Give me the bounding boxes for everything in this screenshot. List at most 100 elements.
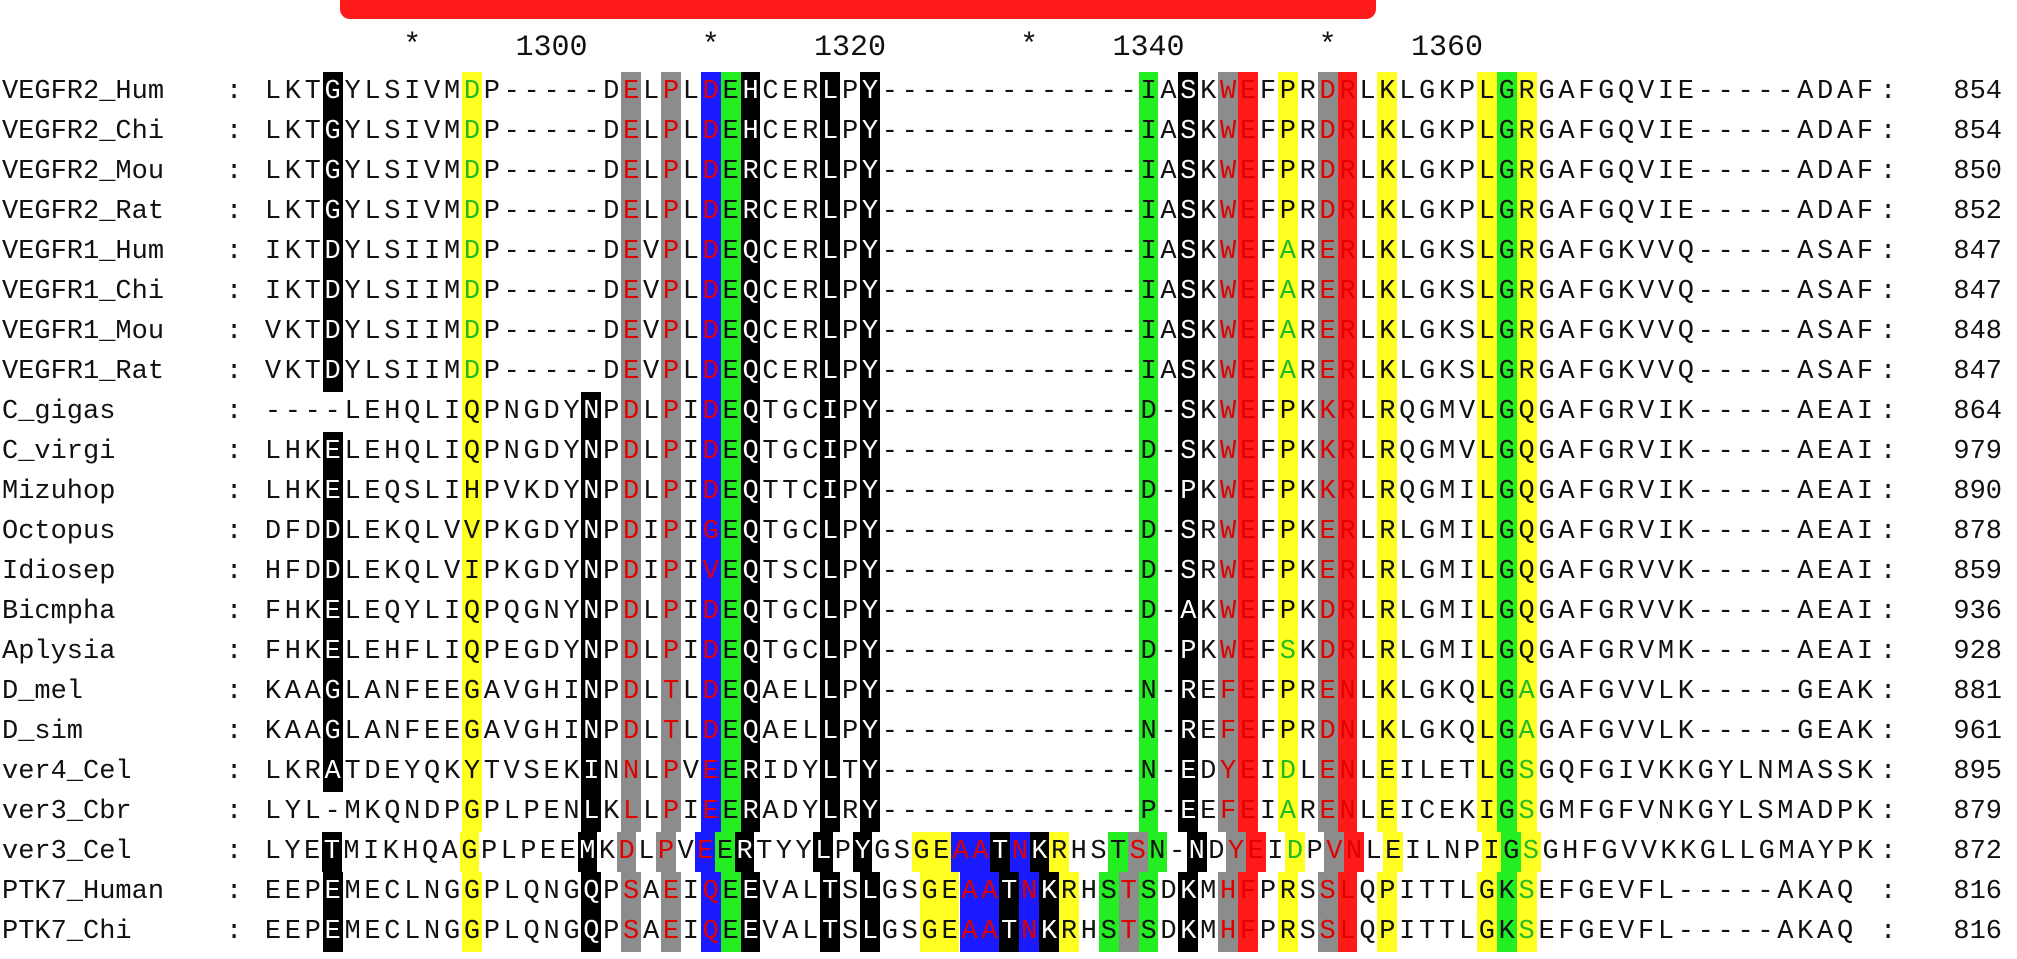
residue: K: [304, 597, 321, 627]
residue: I: [820, 392, 841, 432]
residue: -: [941, 597, 958, 627]
residue: V: [682, 757, 699, 787]
residue: M: [443, 77, 461, 107]
residue: I: [1856, 477, 1874, 507]
residue: -: [1160, 637, 1177, 667]
residue: I: [1399, 757, 1416, 787]
residue: -: [881, 157, 898, 187]
alignment-row: ver4_Cel: L K R A T D E Y Q K Y T V S E K I N N L P V E E R I D Y L T Y…: [0, 752, 2017, 792]
residue: H: [384, 637, 401, 667]
residue: P: [1377, 912, 1398, 952]
residue: K: [1856, 837, 1874, 867]
residue: L: [820, 192, 841, 232]
residue: N: [581, 392, 602, 432]
residue: -: [1757, 917, 1774, 947]
residue: L: [813, 832, 834, 872]
residue: D: [700, 152, 721, 192]
residue: K: [1377, 72, 1398, 112]
residue: P: [661, 752, 681, 792]
residue: -: [1697, 157, 1714, 187]
residue: S: [1817, 357, 1834, 387]
residue: E: [424, 677, 441, 707]
residue: E: [364, 517, 381, 547]
residue: -: [1777, 357, 1794, 387]
residue: R: [1618, 637, 1635, 667]
residue: P: [603, 557, 620, 587]
residue: -: [1717, 277, 1734, 307]
residue: -: [901, 397, 918, 427]
residue: S: [1516, 912, 1537, 952]
residue: -: [503, 157, 520, 187]
residue: Q: [384, 597, 401, 627]
residue: F: [1259, 277, 1277, 307]
residue: -: [901, 597, 918, 627]
separator: :: [1880, 517, 1897, 547]
residue: W: [1218, 232, 1239, 272]
residue: W: [1218, 632, 1239, 672]
residue: S: [1178, 272, 1199, 312]
residue: E: [720, 592, 741, 632]
residue: E: [1377, 752, 1398, 792]
residue: -: [1100, 517, 1117, 547]
residue: L: [1476, 512, 1497, 552]
residue: -: [503, 117, 520, 147]
residue: F: [1578, 197, 1595, 227]
residue: -: [1021, 237, 1038, 267]
residue: A: [970, 832, 991, 872]
separator: :: [226, 717, 243, 747]
residue: V: [1637, 317, 1655, 347]
residue: -: [961, 277, 978, 307]
residue: A: [1277, 312, 1298, 352]
residue: V: [503, 677, 520, 707]
residue: E: [720, 152, 741, 192]
residue: -: [981, 397, 998, 427]
residue: L: [1399, 317, 1416, 347]
residue: P: [656, 832, 676, 872]
residue: L: [820, 72, 841, 112]
residue: -: [1001, 557, 1018, 587]
residue: -: [981, 637, 998, 667]
residue: A: [1160, 237, 1177, 267]
residue: A: [1558, 317, 1575, 347]
residue: G: [1598, 77, 1615, 107]
residue: -: [1040, 357, 1058, 387]
residue: V: [1657, 597, 1675, 627]
residue: -: [1757, 637, 1774, 667]
residue: K: [1677, 597, 1694, 627]
residue: P: [841, 437, 859, 467]
residue: I: [443, 397, 461, 427]
residue: F: [1856, 237, 1874, 267]
residue: L: [642, 197, 660, 227]
residue: D: [700, 232, 721, 272]
residue: S: [1458, 277, 1476, 307]
residue: -: [1697, 557, 1714, 587]
residue: L: [304, 797, 321, 827]
residue: -: [1120, 317, 1137, 347]
residue: P: [483, 477, 500, 507]
residue: T: [1458, 757, 1476, 787]
residue: I: [682, 477, 699, 507]
residue: E: [621, 112, 642, 152]
residue: Y: [1817, 837, 1834, 867]
residue: I: [581, 752, 602, 792]
residue: E: [1317, 352, 1338, 392]
residue: -: [1080, 237, 1097, 267]
residue: -: [1160, 477, 1177, 507]
separator: :: [1880, 597, 1897, 627]
residue: -: [941, 797, 958, 827]
residue: -: [881, 597, 898, 627]
residue: E: [364, 917, 381, 947]
residue: S: [1817, 237, 1834, 267]
residue: -: [981, 357, 998, 387]
residue: N: [581, 512, 602, 552]
residue: -: [901, 757, 918, 787]
residue: K: [1677, 757, 1694, 787]
residue: G: [1419, 477, 1436, 507]
residue: -: [1021, 677, 1038, 707]
residue: L: [264, 757, 282, 787]
residue: V: [1637, 797, 1655, 827]
residue: E: [1245, 832, 1266, 872]
residue: N: [1186, 832, 1207, 872]
residue: -: [1040, 277, 1058, 307]
residue: K: [384, 517, 401, 547]
